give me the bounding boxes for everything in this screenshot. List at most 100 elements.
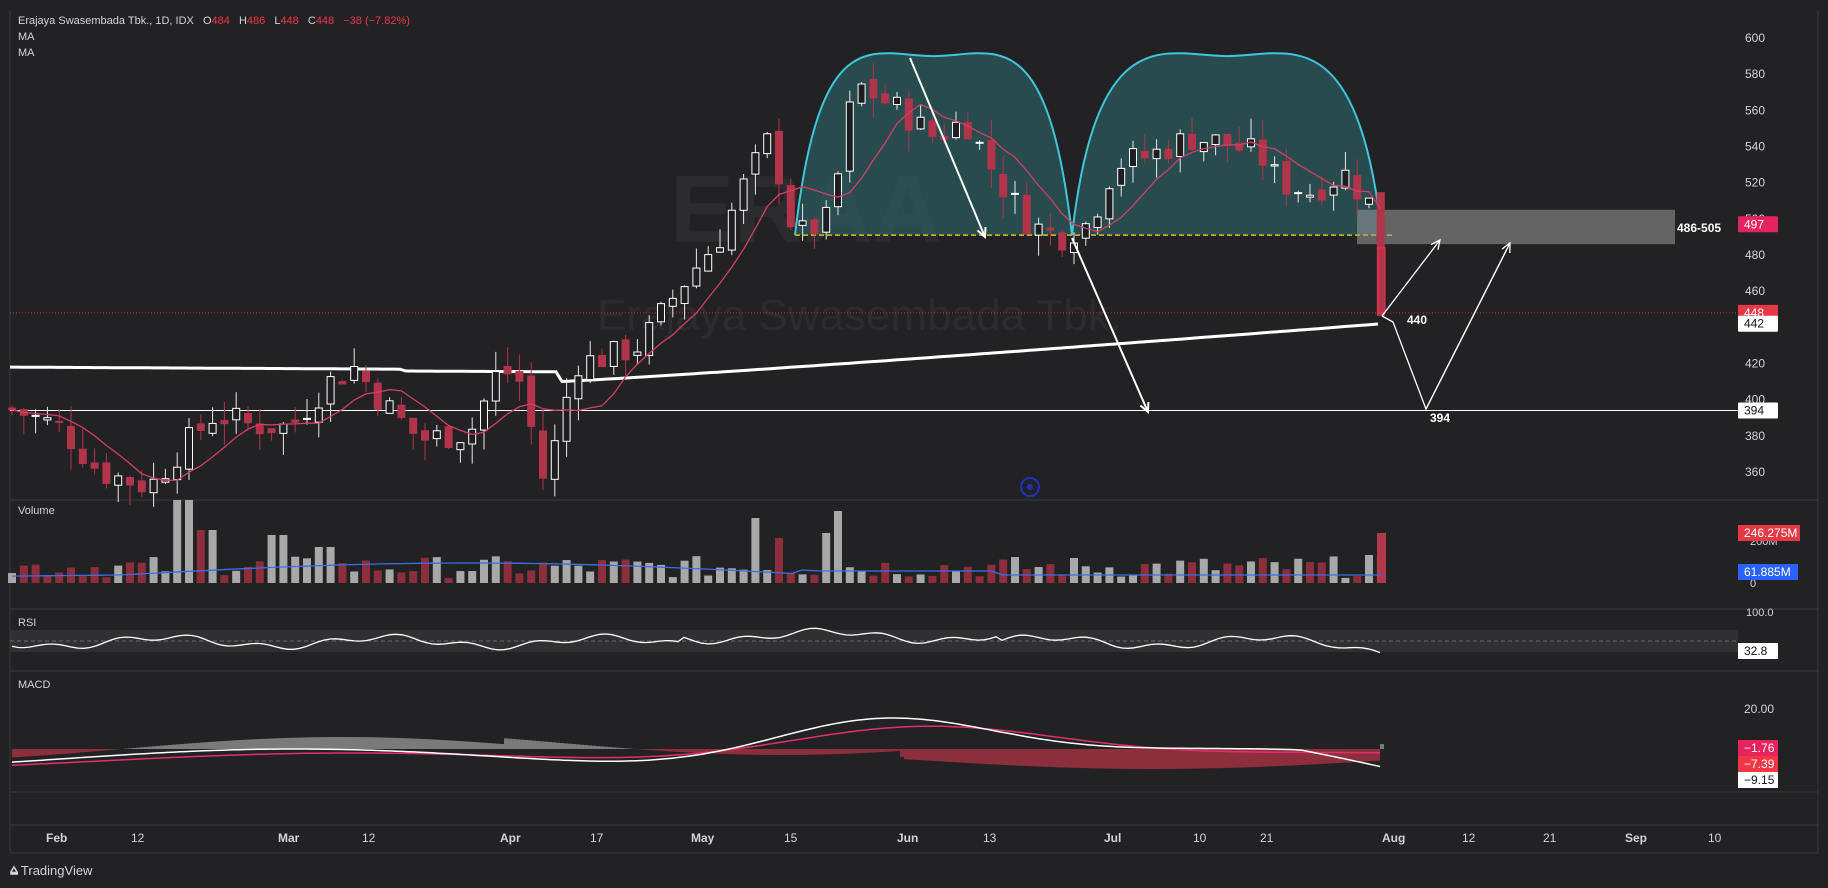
- arrow-cup-left-head: [976, 226, 987, 240]
- macd-histogram-bar: [508, 738, 512, 749]
- macd-histogram-bar: [612, 747, 616, 749]
- candle-bear: [362, 370, 370, 383]
- candle-bear: [1353, 175, 1362, 200]
- candle-bear: [1046, 227, 1055, 231]
- macd-histogram-bar: [368, 737, 372, 749]
- macd-histogram-bar: [1092, 749, 1096, 769]
- macd-histogram-bar: [1376, 749, 1380, 761]
- rsi-pane-label[interactable]: RSI: [18, 617, 37, 629]
- candle-bull: [562, 396, 571, 442]
- macd-histogram-bar: [1012, 749, 1016, 766]
- candle-bull: [1306, 194, 1314, 198]
- volume-bar: [338, 563, 347, 583]
- macd-histogram-bar: [316, 737, 320, 749]
- time-tick-label: Jun: [897, 831, 918, 845]
- macd-pane-label[interactable]: MACD: [18, 679, 51, 691]
- macd-histogram-bar: [436, 739, 440, 749]
- macd-histogram-bar: [1000, 749, 1004, 765]
- time-tick-label: 13: [983, 831, 997, 845]
- candle-bear: [1164, 148, 1173, 160]
- macd-histogram-bar: [392, 737, 396, 749]
- candle-bull: [1152, 148, 1161, 160]
- volume-bar: [751, 518, 760, 583]
- macd-histogram-bar: [128, 748, 132, 749]
- event-marker-icon: [1020, 477, 1040, 497]
- candle-bear: [126, 477, 134, 486]
- macd-histogram-bar: [1272, 749, 1276, 767]
- volume-bar: [586, 571, 595, 583]
- candle-bull: [1270, 164, 1279, 167]
- macd-histogram-bar: [200, 742, 204, 749]
- macd-histogram-bar: [1204, 749, 1208, 769]
- ma-indicator-2[interactable]: MA: [18, 47, 35, 59]
- macd-histogram-bar: [980, 749, 984, 764]
- macd-histogram-bar: [684, 749, 688, 753]
- candle-bear: [291, 419, 300, 423]
- volume-bar: [31, 564, 40, 583]
- macd-histogram-bar: [384, 737, 388, 749]
- macd-histogram-bar: [48, 749, 52, 755]
- macd-histogram-bar: [440, 739, 444, 749]
- macd-histogram-bar: [256, 739, 260, 749]
- macd-histogram-bar: [572, 744, 576, 749]
- volume-bar: [1117, 576, 1126, 583]
- macd-histogram-bar: [212, 741, 216, 749]
- candle-bull: [1176, 133, 1185, 157]
- macd-histogram-bar: [144, 746, 148, 749]
- macd-histogram-bar: [252, 739, 256, 749]
- macd-histogram-bar: [680, 749, 684, 753]
- volume-pane-label[interactable]: Volume: [18, 505, 55, 517]
- time-tick-label: 15: [784, 831, 798, 845]
- volume-bar: [303, 558, 311, 583]
- candle-bear: [421, 430, 429, 441]
- candle-bull: [857, 83, 866, 104]
- volume-bar: [645, 562, 654, 583]
- macd-histogram-bar: [468, 741, 472, 749]
- volume-bar: [562, 560, 571, 583]
- macd-histogram-bar: [1108, 749, 1112, 769]
- candle-bull: [975, 141, 984, 144]
- macd-histogram-bar: [136, 747, 140, 749]
- macd-histogram-bar: [1180, 749, 1184, 769]
- macd-histogram-bar: [724, 749, 728, 755]
- macd-histogram-bar: [272, 738, 276, 749]
- symbol-header: Erajaya Swasembada Tbk., 1D, IDX O484 H4…: [18, 15, 410, 27]
- macd-histogram-bar: [1268, 749, 1272, 767]
- macd-histogram-bar: [1352, 749, 1356, 763]
- volume-bar: [1022, 569, 1031, 583]
- macd-histogram-bar: [1032, 749, 1036, 767]
- candle-bull: [1129, 148, 1137, 168]
- candle-bear: [137, 480, 146, 493]
- macd-histogram-bar: [732, 749, 736, 755]
- ma-indicator-1[interactable]: MA: [18, 31, 35, 43]
- macd-histogram-bar: [1228, 749, 1232, 768]
- macd-histogram-bar: [96, 749, 100, 752]
- price-label-394: 394: [1744, 404, 1764, 418]
- macd-histogram-bar: [928, 749, 932, 761]
- candle-bear: [775, 130, 783, 185]
- volume-bar: [869, 575, 878, 583]
- macd-histogram-bar: [872, 749, 876, 753]
- macd-histogram-bar: [172, 744, 176, 749]
- macd-histogram-bar: [264, 738, 268, 749]
- macd-histogram-bar: [552, 742, 556, 749]
- macd-histogram-bar: [968, 749, 972, 764]
- volume-bar: [456, 571, 465, 583]
- volume-bar: [1199, 558, 1208, 583]
- macd-histogram-bar: [1072, 749, 1076, 768]
- macd-histogram-bar: [692, 749, 696, 753]
- volume-bar: [1317, 562, 1326, 583]
- low-value: 448: [280, 15, 299, 27]
- macd-histogram-bar: [208, 741, 212, 749]
- volume-bar: [185, 500, 193, 583]
- candle-bull: [1341, 169, 1350, 189]
- time-tick-label: 12: [1462, 831, 1476, 845]
- macd-histogram-bar: [484, 742, 488, 749]
- macd-histogram-bar: [564, 743, 568, 749]
- macd-histogram-bar: [1244, 749, 1248, 768]
- macd-histogram-bar: [348, 737, 352, 749]
- annotation-394: 394: [1430, 411, 1450, 425]
- macd-histogram-bar: [1024, 749, 1028, 766]
- tradingview-brand[interactable]: ⩠ TradingView: [10, 862, 92, 878]
